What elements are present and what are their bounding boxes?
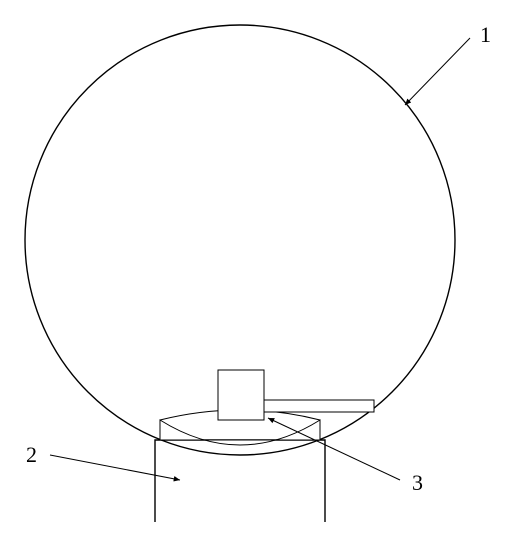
base-rect	[155, 440, 325, 522]
callout-1-leader	[405, 38, 470, 105]
saucepan-body	[160, 420, 320, 445]
callout-2-leader	[50, 455, 180, 480]
callout-1-label: 1	[480, 22, 491, 47]
callout-3-label: 3	[412, 470, 423, 495]
pan-handle	[264, 400, 374, 412]
pan-top	[218, 370, 264, 420]
callout-2-label: 2	[26, 442, 37, 467]
